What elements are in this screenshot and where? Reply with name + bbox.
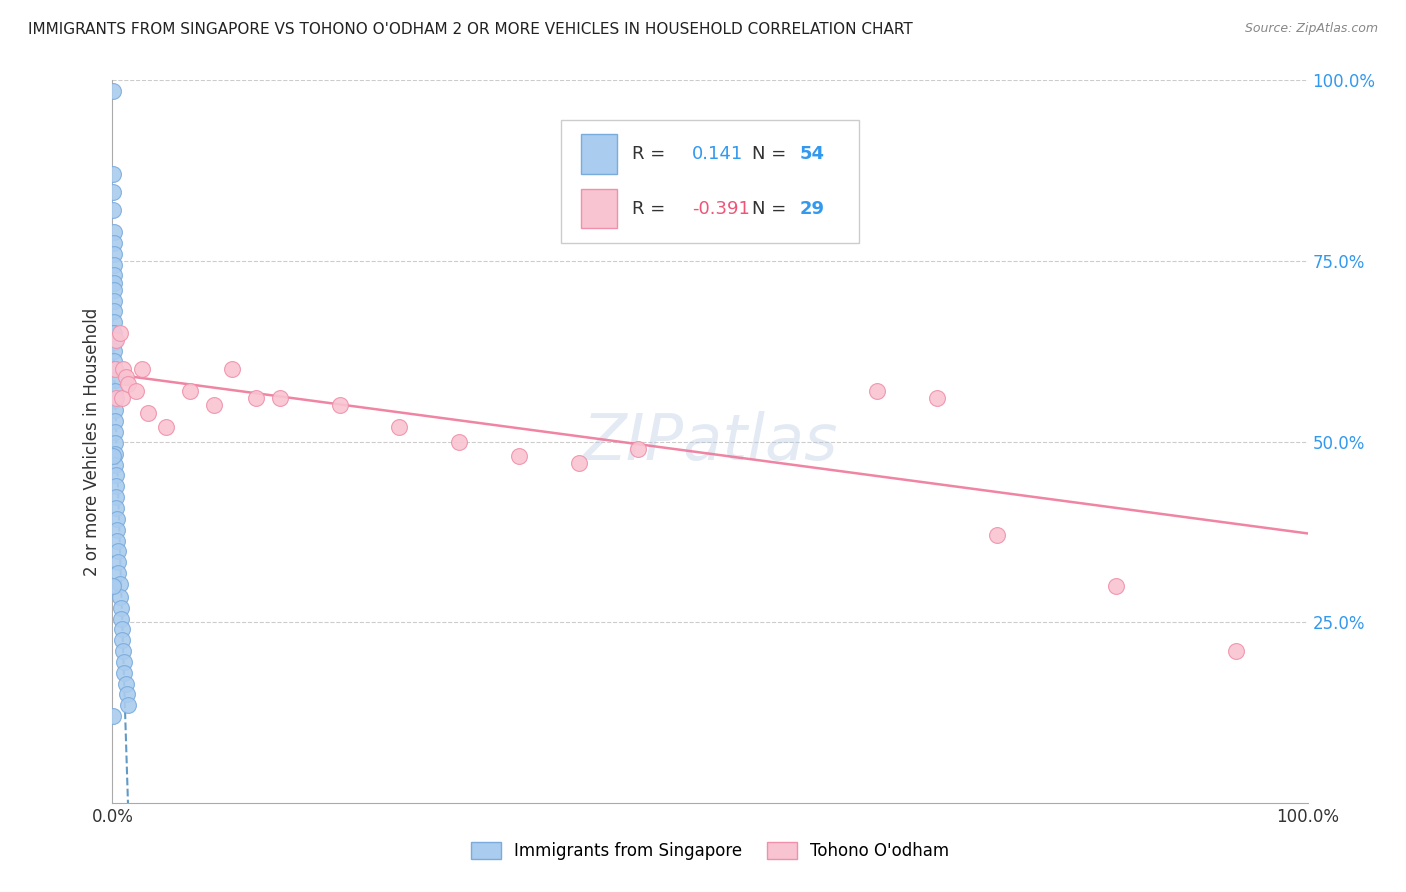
Text: ZIPatlas: ZIPatlas (582, 410, 838, 473)
Text: 54: 54 (800, 145, 825, 163)
Point (107, 544, 129, 558)
FancyBboxPatch shape (581, 135, 617, 174)
Point (104, 403, 127, 417)
Point (269, 391, 291, 405)
Text: R =: R = (633, 145, 671, 163)
Point (388, 420, 411, 434)
Point (103, 353, 125, 368)
Point (866, 384, 889, 398)
Point (103, 276, 125, 290)
Point (103, 186, 125, 200)
Text: Source: ZipAtlas.com: Source: ZipAtlas.com (1244, 22, 1378, 36)
Point (101, 326, 124, 340)
Point (112, 362, 135, 376)
Point (103, 315, 125, 329)
Point (627, 442, 650, 456)
Point (104, 436, 127, 450)
Text: IMMIGRANTS FROM SINGAPORE VS TOHONO O'ODHAM 2 OR MORE VEHICLES IN HOUSEHOLD CORR: IMMIGRANTS FROM SINGAPORE VS TOHONO O'OD… (28, 22, 912, 37)
Point (104, 373, 127, 387)
Point (105, 391, 128, 405)
Point (108, 326, 131, 340)
Point (125, 384, 148, 398)
Point (107, 566, 129, 580)
Y-axis label: 2 or more Vehicles in Household: 2 or more Vehicles in Household (83, 308, 101, 575)
Point (105, 334, 128, 348)
Text: 29: 29 (800, 200, 825, 218)
Point (107, 555, 129, 569)
FancyBboxPatch shape (561, 120, 859, 243)
Point (104, 458, 127, 472)
Point (329, 398, 352, 412)
Point (112, 644, 135, 658)
Point (114, 676, 136, 690)
Point (105, 501, 128, 516)
Point (111, 623, 134, 637)
Point (103, 326, 125, 340)
Point (105, 479, 128, 493)
Point (105, 533, 128, 548)
Point (131, 362, 153, 376)
Point (103, 344, 125, 359)
Point (101, 84, 124, 98)
Point (138, 406, 160, 420)
Point (114, 369, 136, 384)
Point (104, 362, 127, 376)
Point (103, 283, 125, 297)
Point (111, 633, 134, 648)
Point (114, 665, 135, 680)
Text: R =: R = (633, 200, 671, 218)
Point (111, 391, 134, 405)
Point (103, 362, 125, 376)
Point (103, 235, 125, 250)
Point (447, 434, 470, 449)
Point (104, 414, 127, 428)
Point (1105, 579, 1128, 593)
Point (807, 225, 830, 239)
Point (104, 392, 127, 407)
Point (117, 698, 139, 713)
Text: N =: N = (752, 200, 792, 218)
Point (105, 512, 128, 526)
Point (202, 398, 225, 412)
Point (105, 523, 128, 537)
Point (103, 225, 125, 239)
Point (108, 590, 131, 604)
Legend: Immigrants from Singapore, Tohono O'odham: Immigrants from Singapore, Tohono O'odha… (464, 835, 956, 867)
Text: 0.141: 0.141 (692, 145, 744, 163)
Point (101, 579, 124, 593)
Point (103, 246, 125, 260)
Point (105, 468, 128, 483)
Point (155, 420, 177, 434)
Point (986, 528, 1008, 542)
Point (221, 362, 243, 376)
Point (101, 167, 124, 181)
Point (103, 203, 125, 218)
Point (179, 384, 201, 398)
Point (103, 258, 125, 272)
Point (117, 376, 139, 391)
Point (568, 456, 591, 470)
Point (110, 611, 132, 625)
Point (103, 304, 125, 318)
Point (508, 449, 530, 463)
Point (108, 577, 131, 591)
Point (110, 600, 132, 615)
Point (245, 391, 267, 405)
Point (1225, 644, 1247, 658)
Point (103, 293, 125, 308)
Point (101, 709, 124, 723)
Point (115, 687, 138, 701)
Point (104, 425, 127, 439)
Point (104, 384, 127, 398)
Point (103, 334, 125, 349)
Point (927, 391, 949, 405)
Point (101, 449, 124, 463)
FancyBboxPatch shape (581, 188, 617, 228)
Text: N =: N = (752, 145, 792, 163)
Point (105, 490, 128, 504)
Point (114, 655, 135, 669)
Point (103, 268, 125, 283)
Point (104, 447, 127, 461)
Text: -0.391: -0.391 (692, 200, 749, 218)
